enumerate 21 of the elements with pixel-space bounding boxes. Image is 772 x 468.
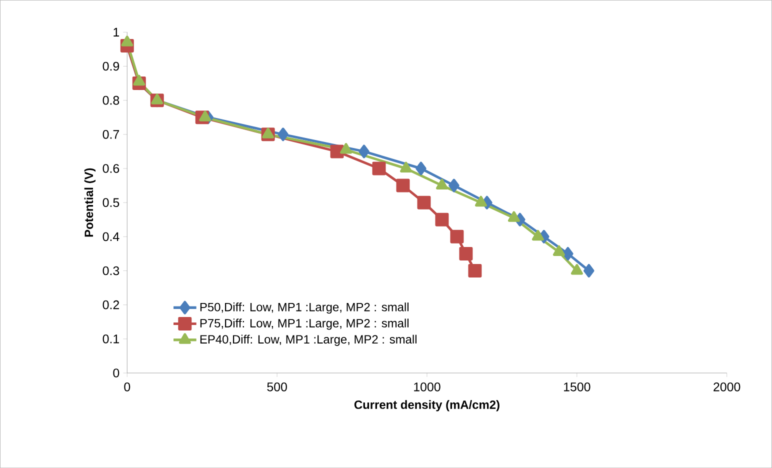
y-tick-label: 0.2: [102, 300, 119, 310]
y-tick-label: 0: [113, 368, 120, 378]
y-tick-label: 0.8: [102, 96, 120, 105]
legend-label: P75,Diff: Low, MP1 :Large, MP2 : small: [200, 318, 408, 330]
x-tick-label: 1000: [414, 382, 440, 392]
x-tick-label: 500: [267, 382, 287, 392]
y-tick-label: 0.4: [102, 232, 120, 242]
x-tick-label: 2000: [714, 382, 740, 392]
x-tick-label: 1500: [564, 382, 590, 392]
y-axis-title: Potential (V): [84, 168, 96, 237]
y-tick-label: 0.1: [102, 334, 120, 344]
x-axis-title: Current density (mA/cm2): [354, 400, 500, 412]
y-tick-label: 1: [114, 28, 120, 36]
y-tick-label: 0.5: [102, 198, 120, 207]
legend-label: P50,Diff: Low, MP1 :Large, MP2 : small: [200, 302, 408, 314]
y-tick-label: 0.3: [102, 266, 120, 276]
y-tick-label: 0.6: [102, 164, 120, 173]
legend-label: EP40,Diff: Low, MP1 :Large, MP2 : small: [200, 334, 416, 346]
y-tick-label: 0.9: [102, 62, 120, 71]
y-tick-label: 0.7: [102, 130, 119, 139]
x-tick-label: 0: [124, 382, 130, 392]
